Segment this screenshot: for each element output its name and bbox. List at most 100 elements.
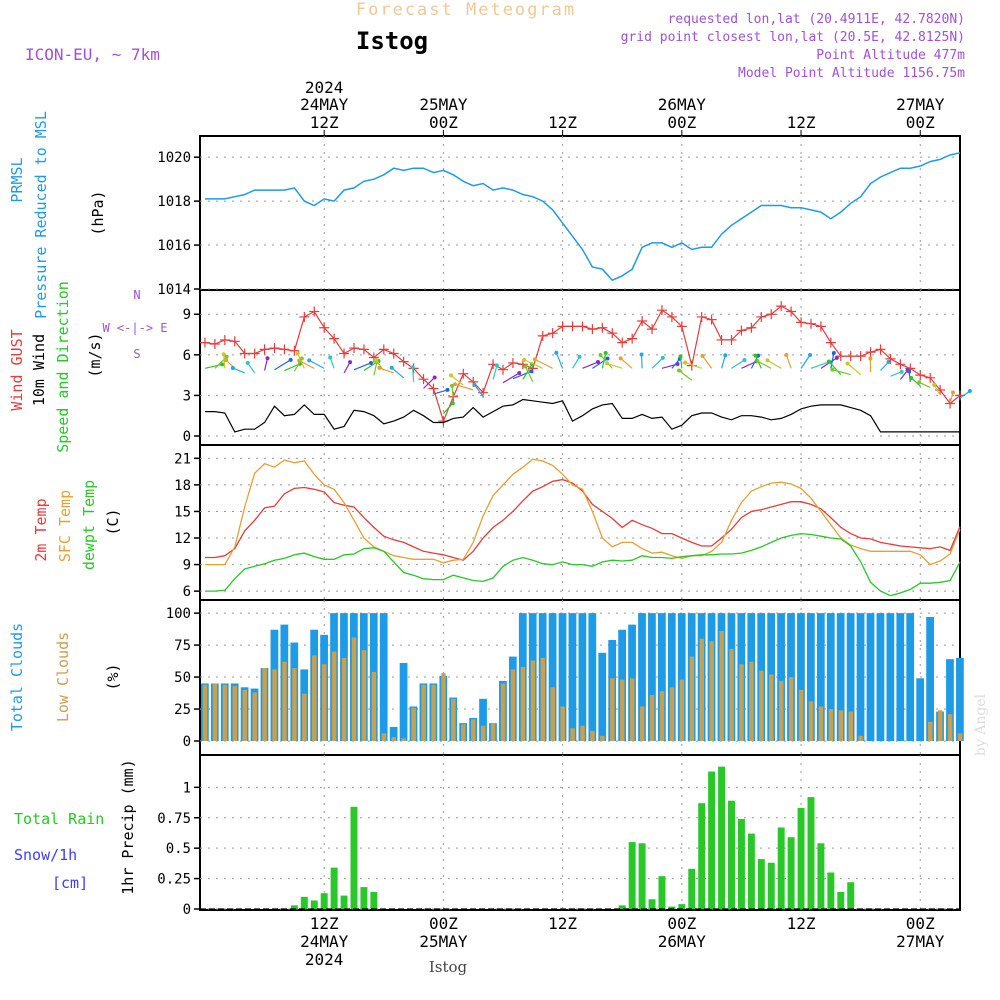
cloud-bar-low	[858, 735, 863, 741]
cloud-bar-total	[807, 613, 815, 741]
wind-arrow	[582, 361, 599, 369]
cloud-bar-total	[856, 613, 865, 741]
gust-marker	[855, 351, 866, 362]
wind-arrow	[800, 354, 811, 369]
wind-arrow-head	[742, 358, 747, 363]
gust-marker	[269, 343, 280, 354]
panel-frame-temp	[199, 444, 961, 601]
wind-arrow-head	[517, 371, 522, 376]
gust-marker	[289, 345, 300, 356]
precip-bar	[718, 766, 726, 909]
wind-arrow-head	[453, 382, 458, 387]
precip-bar	[668, 906, 676, 909]
wind-arrow	[442, 402, 454, 414]
precip-bar	[737, 818, 745, 909]
panel-label-snow: Snow/1h	[14, 846, 77, 864]
cloud-bar-low	[729, 648, 734, 741]
gust-marker	[746, 322, 757, 333]
series-line-2m-temp	[205, 478, 961, 561]
cloud-bar-low	[828, 709, 834, 741]
gust-marker	[915, 370, 926, 381]
wind-arrow	[702, 355, 713, 369]
cloud-bar-low	[212, 683, 218, 741]
cloud-bar-low	[321, 664, 327, 741]
gust-marker	[259, 344, 270, 355]
time-label-top: 2024	[305, 78, 344, 97]
cloud-bar-low	[620, 679, 625, 741]
cloud-bar-low	[222, 684, 228, 741]
wind-arrow	[832, 369, 851, 376]
time-label-top: 12Z	[787, 113, 816, 132]
gust-marker	[736, 325, 747, 336]
y-tick-label: 0.25	[157, 872, 191, 888]
y-tick-label: 0.5	[166, 841, 191, 857]
wind-arrow	[492, 365, 498, 380]
wind-arrow	[671, 358, 681, 369]
wind-arrow-head	[886, 359, 891, 364]
cloud-bar-low	[719, 631, 724, 741]
wind-arrow	[379, 367, 394, 374]
panel-unit-clouds: (%)	[104, 663, 122, 690]
y-tick-label: 75	[174, 638, 191, 654]
time-label-bottom: 2024	[305, 950, 344, 969]
wind-arrow-head	[678, 354, 683, 359]
precip-bar	[817, 843, 825, 909]
cloud-bar-low	[759, 670, 764, 741]
y-tick-label: 9	[183, 558, 191, 574]
cloud-bar-low	[421, 684, 426, 741]
wind-arrow	[247, 362, 256, 374]
time-label-top: 25MAY	[419, 95, 468, 114]
cloud-bar-low	[928, 721, 933, 741]
gust-marker	[358, 344, 369, 355]
series-line-sfc-temp	[205, 458, 961, 566]
wind-arrow	[523, 359, 543, 369]
gust-marker	[348, 343, 359, 354]
wind-arrow-head	[220, 362, 225, 367]
wind-arrow-head	[596, 360, 601, 365]
wind-arrow-head	[831, 350, 836, 355]
gust-marker	[418, 374, 429, 385]
cloud-bar-low	[341, 657, 347, 741]
gust-marker	[229, 336, 240, 347]
cloud-bar-low	[788, 677, 794, 741]
cloud-bar-total	[846, 613, 855, 741]
gust-marker	[249, 348, 260, 359]
cloud-bar-low	[649, 694, 655, 741]
cloud-bar-low	[331, 651, 337, 741]
precip-bar	[360, 887, 368, 909]
cloud-bar-low	[480, 725, 486, 741]
wind-arrow	[298, 359, 315, 369]
gust-marker	[577, 321, 588, 332]
wind-arrow	[572, 356, 581, 369]
wind-arrow-head	[230, 365, 235, 370]
wind-arrow	[308, 359, 325, 369]
wind-arrow-head	[917, 380, 922, 385]
cloud-bar-total	[657, 613, 666, 741]
cloud-bar-low	[798, 689, 804, 741]
model-label: ICON-EU, ~ 7km	[25, 45, 160, 64]
gust-marker	[706, 314, 717, 325]
y-tick-label: 50	[174, 670, 191, 686]
wind-arrow	[274, 359, 291, 371]
precip-bar	[807, 797, 815, 909]
cloud-bar-total	[399, 662, 408, 741]
cloud-bar-low	[461, 724, 466, 741]
gust-marker	[925, 372, 936, 383]
cloud-bar-total	[836, 613, 845, 741]
precip-bar	[787, 837, 795, 909]
wind-arrow-head	[432, 375, 437, 380]
wind-arrow	[606, 362, 623, 369]
wind-arrow-head	[221, 352, 226, 357]
cloud-bar-low	[689, 656, 695, 741]
wind-arrow	[731, 359, 745, 369]
wind-arrow	[767, 359, 782, 369]
wind-arrow	[910, 377, 921, 387]
gust-marker	[696, 311, 707, 322]
cloud-bar-low	[401, 738, 406, 741]
y-tick-label: 1014	[157, 282, 191, 298]
wind-arrow	[223, 354, 226, 369]
cloud-bar-low	[580, 725, 585, 741]
wind-arrow	[423, 377, 436, 389]
precip-bar	[747, 833, 755, 909]
precip-bar	[370, 891, 378, 909]
